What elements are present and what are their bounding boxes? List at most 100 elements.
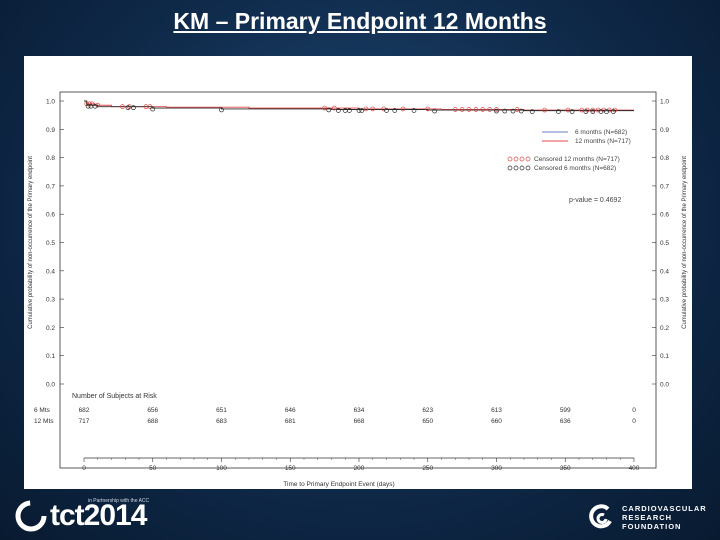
risk-cell: 717 — [79, 418, 90, 425]
y-axis-title-right: Cumulative probability of non-occurrence… — [682, 156, 688, 329]
km-chart: 0.0 0.0 0.1 0.1 0.2 0.2 0.3 0.3 0.4 0.4 0.5 0.5 0.6 0… — [28, 91, 688, 488]
legend-marker-swatch — [519, 156, 525, 162]
y-tick-label-left: 0.6 — [46, 212, 55, 219]
y-tick-label-left: 0.8 — [46, 155, 55, 162]
censor-marker-6-months — [326, 107, 332, 113]
legend-label: Censored 12 months (N=717) — [534, 156, 620, 163]
risk-cell: 650 — [422, 418, 433, 425]
risk-row-label: 12 Mts — [34, 418, 54, 425]
censor-marker-6-months — [510, 108, 516, 114]
risk-cell: 681 — [285, 418, 296, 425]
slide-title: KM – Primary Endpoint 12 Months — [173, 8, 547, 34]
y-tick-label-left: 0.4 — [46, 268, 55, 275]
censor-marker-12-months — [370, 106, 376, 112]
censor-marker-12-months — [487, 107, 492, 112]
risk-cell: 636 — [560, 418, 571, 425]
censor-marker-6-months — [336, 108, 341, 113]
y-tick-label-left: 0.1 — [46, 353, 55, 360]
tct-partnership-text: in Partnership with the ACC — [88, 498, 150, 504]
censor-marker-12-months — [322, 105, 327, 111]
y-tick-label-right: 1.0 — [660, 99, 669, 106]
y-tick-label-right: 0.5 — [660, 240, 669, 247]
censor-marker-6-months — [556, 109, 561, 114]
y-tick-label-right: 0.9 — [660, 127, 669, 134]
series-line-6-months — [84, 100, 634, 112]
censor-marker-12-months — [466, 107, 472, 112]
censor-marker-12-months — [514, 107, 520, 112]
censor-marker-6-months — [92, 103, 98, 109]
y-tick-label-right: 0.4 — [660, 268, 669, 275]
risk-cell: 634 — [354, 407, 365, 414]
legend-marker-swatch — [525, 156, 531, 162]
plot-frame — [59, 91, 657, 469]
y-tick-label-left: 0.9 — [46, 127, 55, 134]
censor-marker-6-months — [502, 108, 508, 114]
y-tick-label-left: 0.0 — [46, 382, 55, 389]
censor-marker-6-months — [590, 109, 596, 114]
risk-cell: 682 — [79, 407, 90, 414]
censor-marker-6-months — [529, 109, 535, 114]
censor-marker-12-months — [89, 101, 95, 107]
y-axis-title-left: Cumulative probability of non-occurrence… — [28, 156, 34, 329]
y-tick-label-left: 1.0 — [46, 99, 55, 106]
legend-marker-swatch — [513, 156, 519, 162]
censor-marker-6-months — [125, 105, 131, 111]
censor-marker-12-months — [542, 107, 547, 113]
x-tick-label: 200 — [354, 465, 365, 472]
censor-marker-6-months — [131, 105, 136, 111]
tct-logo: tct2014 in Partnership with the ACC — [14, 498, 150, 534]
risk-cell: 651 — [216, 407, 227, 414]
risk-cell: 0 — [632, 407, 636, 414]
tct-swirl-icon — [15, 500, 47, 532]
censor-marker-12-months — [584, 107, 590, 113]
censor-marker-12-months — [494, 107, 499, 112]
x-tick-label: 150 — [285, 465, 296, 472]
legend-marker-swatch — [519, 165, 525, 171]
censor-marker-6-months — [432, 108, 437, 114]
censor-marker-6-months — [611, 109, 616, 114]
x-tick-label: 400 — [629, 465, 640, 472]
censor-marker-12-months — [147, 104, 153, 110]
legend-label: 6 months (N=682) — [575, 129, 627, 136]
censor-marker-6-months — [347, 108, 352, 113]
censor-marker-6-months — [569, 109, 575, 114]
y-tick-label-left: 0.3 — [46, 297, 55, 304]
censor-marker-12-months — [452, 107, 458, 112]
chart-panel: 0.0 0.0 0.1 0.1 0.2 0.2 0.3 0.3 0.4 0.4 0.5 0.5 0.6 0… — [24, 56, 692, 489]
risk-cell: 656 — [147, 407, 158, 414]
censor-marker-12-months — [425, 106, 431, 112]
censor-marker-12-months — [95, 102, 101, 108]
legend-marker-swatch — [513, 165, 519, 171]
x-tick-label: 50 — [149, 465, 157, 472]
censor-marker-12-months — [612, 107, 618, 113]
risk-cell: 660 — [491, 418, 502, 425]
censor-marker-6-months — [598, 109, 604, 114]
crf-logo: CARDIOVASCULAR RESEARCH FOUNDATION — [588, 500, 707, 534]
legend-label: Censored 6 months (N=682) — [534, 165, 616, 172]
y-tick-label-right: 0.2 — [660, 325, 669, 332]
crf-swirl-icon — [589, 504, 612, 529]
censor-marker-12-months — [480, 107, 486, 112]
censor-marker-6-months — [411, 108, 417, 113]
y-tick-label-right: 0.6 — [660, 212, 669, 219]
legend-marker-swatch — [507, 156, 513, 162]
legend-marker-swatch — [525, 165, 531, 171]
censor-marker-12-months — [459, 107, 465, 112]
risk-cell: 623 — [422, 407, 433, 414]
risk-cell: 688 — [147, 418, 158, 425]
censor-marker-12-months — [331, 105, 337, 111]
censor-marker-6-months — [518, 108, 524, 114]
y-tick-label-left: 0.7 — [46, 183, 55, 190]
censor-marker-12-months — [120, 104, 125, 110]
risk-cell: 0 — [632, 418, 636, 425]
censor-marker-12-months — [87, 101, 92, 107]
censor-marker-6-months — [359, 108, 365, 113]
risk-row-label: 6 Mts — [34, 407, 51, 414]
y-tick-label-right: 0.8 — [660, 155, 669, 162]
y-tick-label-right: 0.1 — [660, 353, 669, 360]
y-tick-label-left: 0.5 — [46, 240, 55, 247]
x-axis-title: Time to Primary Endpoint Event (days) — [283, 481, 394, 488]
censor-marker-6-months — [85, 103, 91, 109]
legend-label: 12 months (N=717) — [575, 138, 631, 145]
censor-marker-12-months — [400, 106, 406, 112]
